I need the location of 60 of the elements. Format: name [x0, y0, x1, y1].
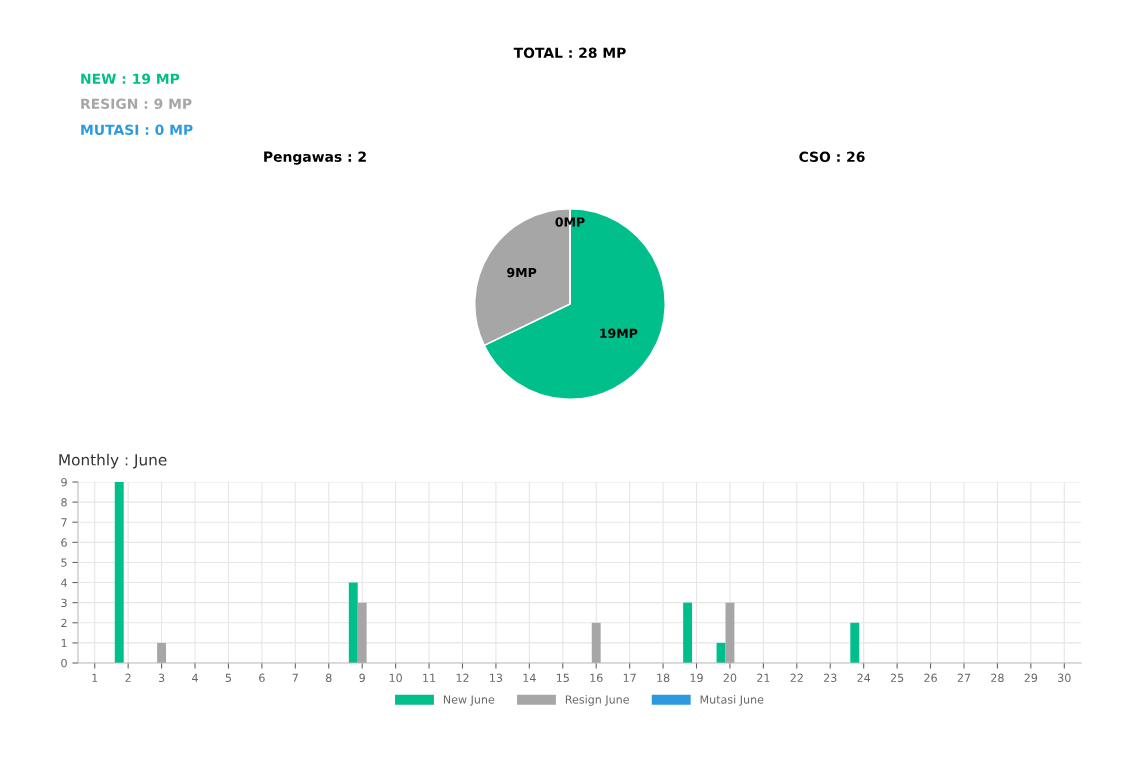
x-tick-label: 20	[723, 673, 737, 683]
x-tick-label: 8	[325, 673, 332, 683]
x-tick-label: 1	[92, 673, 98, 682]
x-tick-label: 29	[1024, 673, 1038, 683]
x-tick-label: 5	[225, 673, 232, 683]
x-tick-label: 28	[991, 673, 1004, 683]
y-tick-label: 0	[61, 658, 67, 668]
x-tick-label: 4	[192, 673, 198, 682]
x-tick-label: 10	[389, 673, 402, 683]
bar	[157, 642, 167, 663]
x-tick-label: 9	[359, 673, 365, 683]
bar	[683, 602, 693, 663]
x-tick-label: 11	[423, 673, 436, 682]
x-tick-label: 18	[657, 673, 670, 683]
x-tick-label: 15	[556, 673, 569, 683]
chart-title: Monthly : June	[59, 453, 167, 469]
text: NEW : 19 MP	[81, 73, 180, 85]
bar	[850, 622, 860, 663]
x-tick-label: 19	[690, 673, 703, 683]
y-tick-label: 6	[61, 538, 67, 547]
y-tick-label: 2	[61, 618, 67, 627]
bar	[725, 602, 735, 663]
x-tick-label: 14	[523, 673, 536, 682]
bar	[348, 582, 358, 663]
x-tick-label: 25	[890, 673, 904, 683]
x-tick-label: 24	[857, 673, 871, 682]
x-tick-label: 12	[456, 673, 469, 682]
y-tick-label: 9	[61, 477, 67, 487]
text: MUTASI : 0 MP	[81, 124, 193, 136]
x-tick-label: 21	[757, 673, 770, 682]
legend-label: Resign June	[565, 695, 629, 706]
data-label: 9MP	[507, 267, 537, 278]
y-tick-label: 7	[61, 518, 67, 527]
x-tick-label: 26	[924, 673, 937, 683]
bar	[357, 602, 367, 663]
y-tick-label: 1	[61, 639, 67, 648]
x-tick-label: 3	[158, 673, 165, 683]
text: RESIGN : 9 MP	[81, 98, 192, 110]
x-tick-label: 30	[1058, 673, 1071, 683]
legend-label: Mutasi June	[700, 695, 764, 706]
bar	[591, 622, 601, 663]
x-tick-label: 6	[259, 673, 265, 683]
y-tick-label: 5	[61, 558, 67, 567]
x-tick-label: 27	[957, 673, 971, 682]
x-tick-label: 17	[623, 673, 636, 682]
x-tick-label: 22	[790, 673, 803, 682]
bar	[114, 482, 124, 663]
x-tick-label: 13	[490, 673, 503, 683]
text: Pengawas : 2	[264, 151, 366, 165]
legend-label: New June	[443, 695, 495, 706]
chart-title: TOTAL : 28 MP	[513, 47, 626, 59]
x-tick-label: 23	[823, 673, 837, 683]
text: CSO : 26	[799, 151, 865, 163]
y-tick-label: 8	[61, 498, 67, 507]
x-tick-label: 7	[292, 673, 298, 682]
data-label: 19MP	[600, 328, 638, 339]
x-tick-label: 2	[125, 673, 131, 682]
x-tick-label: 16	[590, 673, 603, 683]
y-tick-label: 4	[61, 578, 67, 587]
y-tick-label: 3	[61, 598, 67, 608]
